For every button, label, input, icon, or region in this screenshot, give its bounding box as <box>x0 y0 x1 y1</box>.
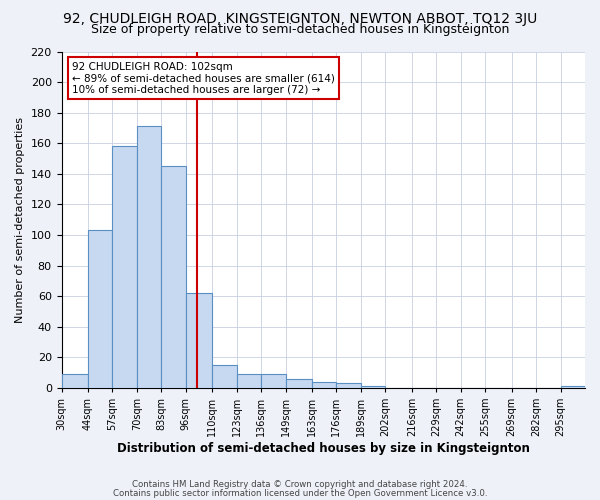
Bar <box>236 374 261 388</box>
Text: 92 CHUDLEIGH ROAD: 102sqm
← 89% of semi-detached houses are smaller (614)
10% of: 92 CHUDLEIGH ROAD: 102sqm ← 89% of semi-… <box>72 62 335 95</box>
Text: 92, CHUDLEIGH ROAD, KINGSTEIGNTON, NEWTON ABBOT, TQ12 3JU: 92, CHUDLEIGH ROAD, KINGSTEIGNTON, NEWTO… <box>63 12 537 26</box>
Bar <box>312 382 337 388</box>
Text: Contains HM Land Registry data © Crown copyright and database right 2024.: Contains HM Land Registry data © Crown c… <box>132 480 468 489</box>
Bar <box>212 365 236 388</box>
Text: Contains public sector information licensed under the Open Government Licence v3: Contains public sector information licen… <box>113 489 487 498</box>
Bar <box>337 384 361 388</box>
Bar <box>161 166 186 388</box>
Bar <box>261 374 286 388</box>
Text: Size of property relative to semi-detached houses in Kingsteignton: Size of property relative to semi-detach… <box>91 22 509 36</box>
Bar <box>560 386 585 388</box>
Bar <box>186 293 212 388</box>
Y-axis label: Number of semi-detached properties: Number of semi-detached properties <box>15 116 25 322</box>
Bar <box>62 374 88 388</box>
X-axis label: Distribution of semi-detached houses by size in Kingsteignton: Distribution of semi-detached houses by … <box>117 442 530 455</box>
Bar <box>286 378 312 388</box>
Bar <box>361 386 385 388</box>
Bar <box>137 126 161 388</box>
Bar <box>112 146 137 388</box>
Bar <box>88 230 112 388</box>
